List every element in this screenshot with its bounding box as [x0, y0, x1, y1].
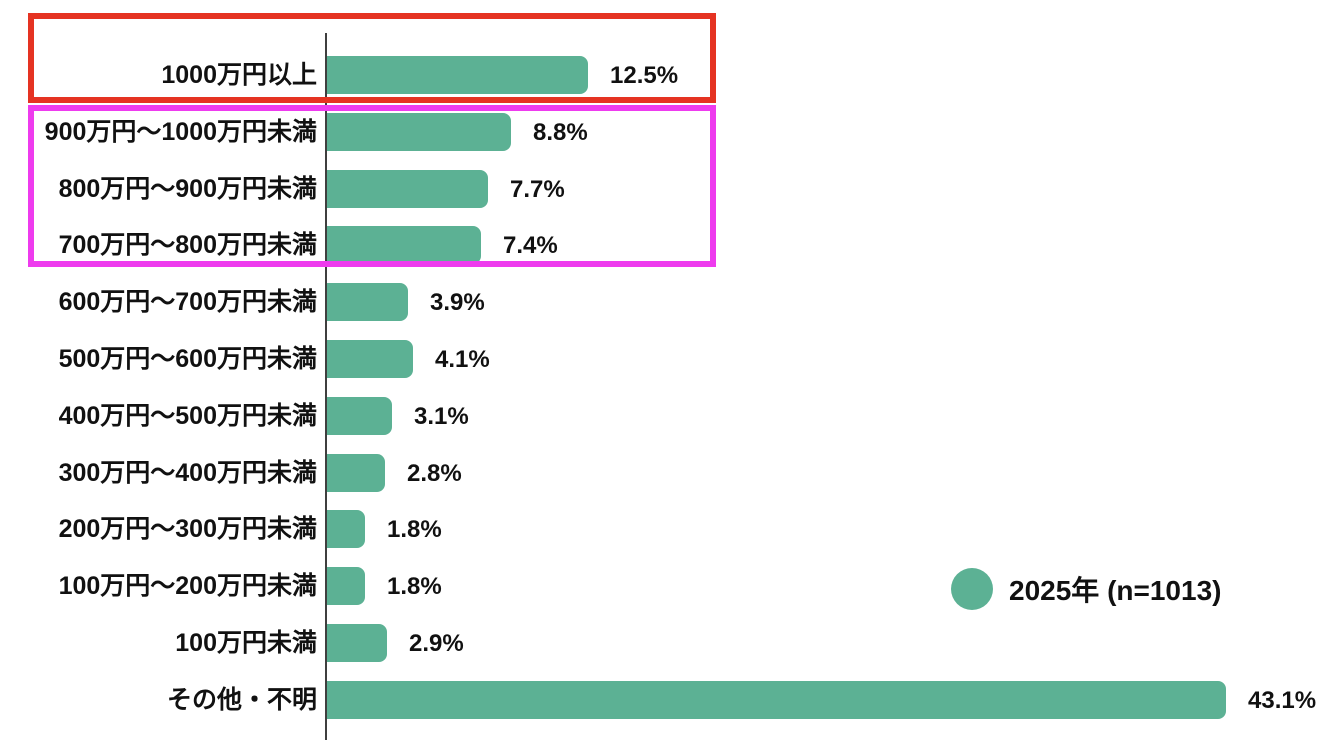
value-bar: [327, 56, 588, 94]
category-label: 400万円～500万円未満: [58, 402, 317, 430]
value-bar: [327, 567, 365, 605]
category-axis-line: [325, 33, 327, 740]
value-bar: [327, 510, 365, 548]
value-label: 7.7%: [510, 176, 565, 203]
value-bar: [327, 283, 408, 321]
value-label: 1.8%: [387, 516, 442, 543]
chart-row: 100万円未満 2.9%: [0, 624, 1338, 662]
value-label: 2.9%: [409, 630, 464, 657]
legend: 2025年 (n=1013): [951, 568, 1221, 610]
value-bar: [327, 113, 511, 151]
value-label: 8.8%: [533, 119, 588, 146]
value-bar: [327, 340, 413, 378]
chart-row: 200万円～300万円未満 1.8%: [0, 510, 1338, 548]
legend-label: 2025年 (n=1013): [1009, 575, 1222, 606]
chart-row: 700万円～800万円未満 7.4%: [0, 226, 1338, 264]
value-label: 7.4%: [503, 232, 558, 259]
category-label: 800万円～900万円未満: [58, 175, 317, 203]
chart-row: 400万円～500万円未満 3.1%: [0, 397, 1338, 435]
category-label: 100万円未満: [175, 629, 317, 657]
value-label: 2.8%: [407, 460, 462, 487]
value-bar: [327, 226, 481, 264]
chart-row: 100万円～200万円未満 1.8%: [0, 567, 1338, 605]
value-bar: [327, 624, 387, 662]
value-bar: [327, 681, 1226, 719]
chart-row: 800万円～900万円未満 7.7%: [0, 170, 1338, 208]
category-label: 100万円～200万円未満: [58, 572, 317, 600]
value-label: 43.1%: [1248, 687, 1317, 714]
value-label: 3.1%: [414, 403, 469, 430]
value-bar: [327, 397, 392, 435]
category-label: 200万円～300万円未満: [58, 515, 317, 543]
legend-marker-circle: [951, 568, 993, 610]
chart-row: 900万円～1000万円未満 8.8%: [0, 113, 1338, 151]
chart-row: 1000万円以上 12.5%: [0, 56, 1338, 94]
category-label: 500万円～600万円未満: [58, 345, 317, 373]
category-label: 1000万円以上: [161, 61, 317, 89]
value-label: 4.1%: [435, 346, 490, 373]
category-label: その他・不明: [166, 686, 317, 714]
chart-row: 300万円～400万円未満 2.8%: [0, 454, 1338, 492]
chart-row: 600万円～700万円未満 3.9%: [0, 283, 1338, 321]
category-label: 600万円～700万円未満: [58, 288, 317, 316]
category-label: 700万円～800万円未満: [58, 231, 317, 259]
value-label: 12.5%: [610, 62, 679, 89]
value-bar: [327, 454, 385, 492]
value-label: 1.8%: [387, 573, 442, 600]
category-label: 300万円～400万円未満: [58, 459, 317, 487]
chart-row: その他・不明 43.1%: [0, 681, 1338, 719]
value-label: 3.9%: [430, 289, 485, 316]
chart-row: 500万円～600万円未満 4.1%: [0, 340, 1338, 378]
category-label: 900万円～1000万円未満: [44, 118, 317, 146]
value-bar: [327, 170, 488, 208]
